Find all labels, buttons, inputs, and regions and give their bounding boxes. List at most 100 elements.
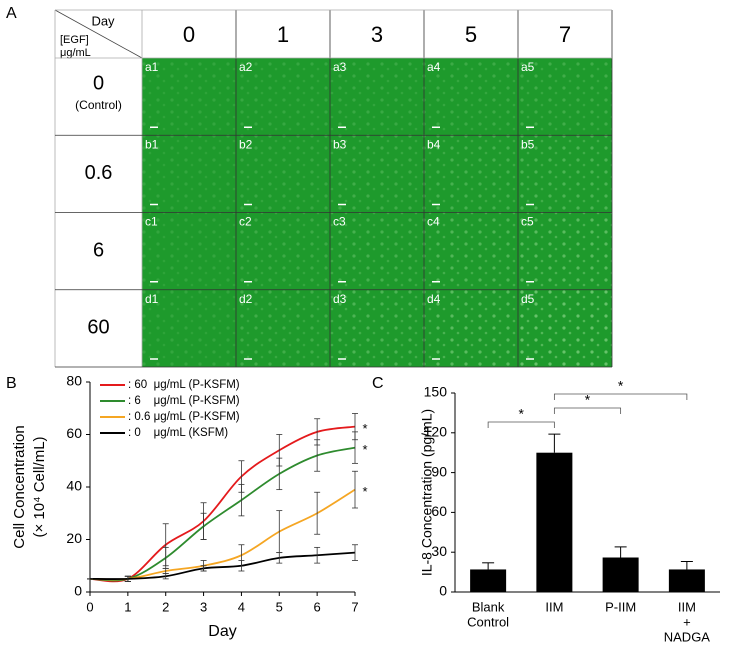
y-tick-label: 0 — [74, 583, 82, 599]
significance-mark: * — [618, 378, 624, 394]
cell-label: b3 — [333, 137, 347, 151]
y-tick-label: 80 — [66, 373, 82, 389]
micrograph-texture — [424, 58, 518, 136]
cell-label: d2 — [239, 292, 253, 306]
cell-label: a4 — [427, 60, 441, 74]
significance-mark: * — [362, 421, 367, 436]
row-label: 60 — [87, 317, 109, 339]
micrograph-texture — [518, 135, 612, 213]
micrograph-texture — [236, 135, 330, 213]
cell-label: a1 — [145, 60, 159, 74]
x-tick-label: 3 — [200, 599, 207, 614]
micrograph-texture — [424, 289, 518, 367]
micrograph-texture — [330, 212, 424, 290]
micrograph-texture — [518, 58, 612, 136]
x-tick-label: 0 — [86, 599, 93, 614]
x-tick-label: 5 — [276, 599, 283, 614]
x-tick-label: Blank — [472, 599, 505, 614]
micrograph-texture — [236, 58, 330, 136]
micrograph-texture — [142, 58, 236, 136]
legend-label: : 6 μg/mL (P-KSFM) — [128, 395, 240, 407]
x-tick-label: IIM — [545, 599, 563, 614]
y-axis-title: Cell Concentration — [11, 425, 28, 548]
micrograph-texture — [142, 289, 236, 367]
panel-label: C — [372, 375, 384, 392]
legend-label: : 0.6 μg/mL (P-KSFM) — [128, 411, 240, 423]
x-tick-label: P-IIM — [605, 599, 636, 614]
y-tick-label: 20 — [66, 530, 82, 546]
y-axis-title: (× 10⁴ Cell/mL) — [31, 436, 48, 537]
cell-label: c1 — [145, 215, 158, 229]
legend-label: : 60 μg/mL (P-KSFM) — [128, 379, 240, 391]
cell-label: b5 — [521, 137, 535, 151]
x-tick-label: 2 — [162, 599, 169, 614]
x-tick-label: NADGA — [664, 629, 711, 644]
cell-label: d4 — [427, 292, 441, 306]
significance-mark: * — [362, 484, 367, 499]
bar — [602, 557, 639, 592]
micrograph-texture — [330, 289, 424, 367]
legend-label: : 0 μg/mL (KSFM) — [128, 427, 228, 439]
cell-label: a5 — [521, 60, 535, 74]
micrograph-texture — [518, 289, 612, 367]
micrograph-texture — [142, 135, 236, 213]
column-header: 0 — [183, 22, 195, 47]
x-tick-label: 7 — [351, 599, 358, 614]
header-day: Day — [91, 13, 115, 28]
x-tick-label: Control — [467, 614, 509, 629]
significance-mark: * — [519, 406, 525, 422]
micrograph-texture — [330, 58, 424, 136]
x-tick-label: + — [683, 614, 691, 629]
row-label: 6 — [93, 239, 104, 261]
y-tick-label: 60 — [431, 503, 447, 519]
y-tick-label: 90 — [431, 463, 447, 479]
column-header: 7 — [559, 22, 571, 47]
x-tick-label: 1 — [124, 599, 131, 614]
cell-label: d5 — [521, 292, 535, 306]
micrograph-texture — [518, 212, 612, 290]
panel-label: A — [6, 5, 17, 22]
cell-label: b1 — [145, 137, 159, 151]
cell-label: c2 — [239, 215, 252, 229]
x-tick-label: IIM — [678, 599, 696, 614]
row-sublabel: (Control) — [75, 98, 122, 112]
row-label: 0.6 — [85, 162, 113, 184]
x-tick-label: 6 — [314, 599, 321, 614]
column-header: 1 — [277, 22, 289, 47]
cell-label: d3 — [333, 292, 347, 306]
significance-bracket — [553, 407, 622, 414]
series-line — [89, 551, 356, 580]
micrograph-texture — [236, 289, 330, 367]
header-egf: [EGF] — [60, 34, 89, 46]
y-tick-label: 30 — [431, 543, 447, 559]
significance-mark: * — [362, 442, 367, 457]
bar — [668, 569, 705, 592]
cell-label: c4 — [427, 215, 440, 229]
header-unit: μg/mL — [60, 47, 91, 59]
panel-label: B — [6, 375, 17, 392]
x-tick-label: 4 — [238, 599, 245, 614]
significance-mark: * — [585, 392, 591, 408]
significance-bracket — [487, 421, 555, 428]
column-header: 3 — [371, 22, 383, 47]
cell-label: a2 — [239, 60, 253, 74]
cell-label: d1 — [145, 292, 159, 306]
y-tick-label: 40 — [66, 478, 82, 494]
cell-label: b4 — [427, 137, 441, 151]
cell-label: a3 — [333, 60, 347, 74]
cell-label: c5 — [521, 215, 534, 229]
cell-label: c3 — [333, 215, 346, 229]
bar — [470, 569, 507, 592]
micrograph-texture — [236, 212, 330, 290]
significance-bracket — [553, 393, 688, 400]
bar — [536, 452, 573, 592]
y-tick-label: 60 — [66, 425, 82, 441]
cell-label: b2 — [239, 137, 253, 151]
micrograph-texture — [330, 135, 424, 213]
x-axis-title: Day — [208, 623, 236, 640]
series-line — [89, 425, 356, 583]
y-tick-label: 120 — [424, 424, 448, 440]
row-label: 0 — [93, 72, 104, 94]
